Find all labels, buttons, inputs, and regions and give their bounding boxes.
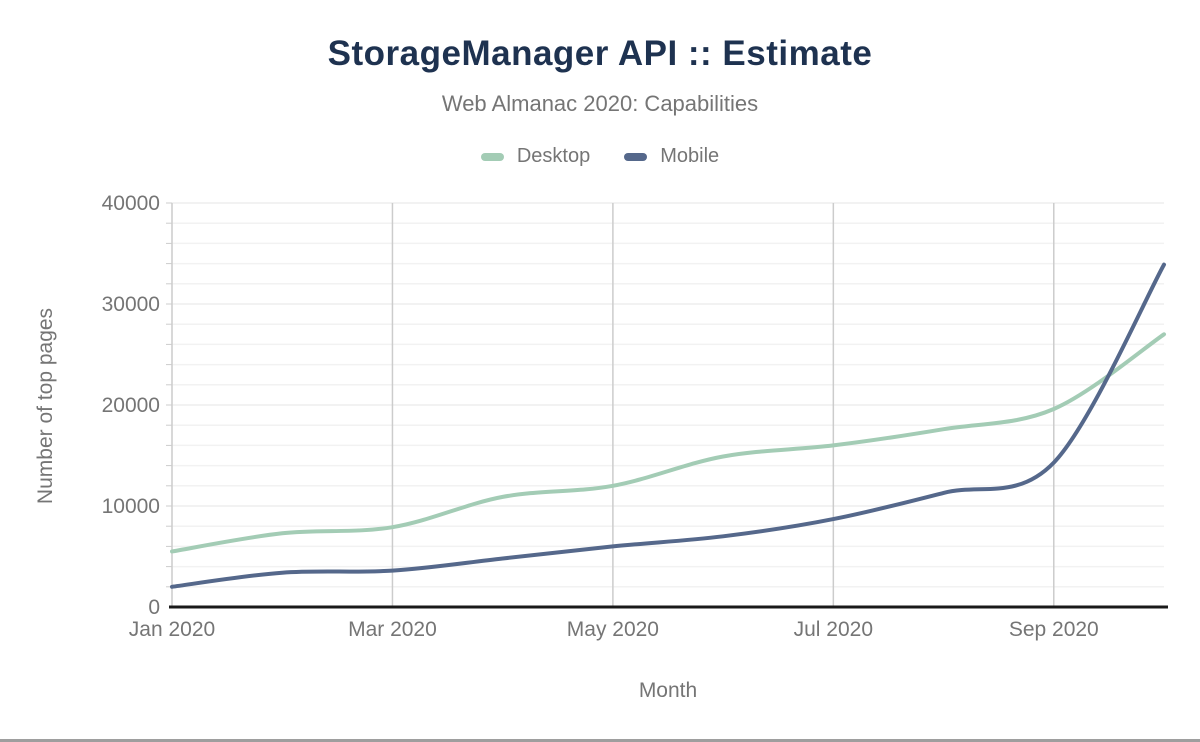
x-tick-label: Jan 2020 — [129, 618, 215, 641]
chart-subtitle: Web Almanac 2020: Capabilities — [441, 91, 759, 116]
chart-title: StorageManager API :: Estimate — [327, 34, 873, 73]
y-tick-labels: 0 10000 20000 30000 40000 — [102, 192, 160, 619]
legend: Desktop Mobile — [0, 145, 1200, 168]
y-axis-title: Number of top pages — [34, 307, 57, 505]
y-tick-label: 40000 — [102, 192, 160, 215]
legend-item-mobile: Mobile — [624, 145, 719, 168]
y-tick-label: 20000 — [102, 394, 160, 417]
mobile-swatch-icon — [624, 152, 648, 161]
legend-item-desktop: Desktop — [480, 145, 591, 168]
gridlines-vertical — [391, 203, 1055, 607]
desktop-swatch-icon — [480, 152, 504, 161]
x-tick-label: Sep 2020 — [1009, 618, 1099, 641]
legend-label-desktop: Desktop — [516, 145, 591, 167]
legend-label-mobile: Mobile — [660, 145, 720, 167]
series-lines — [170, 262, 1166, 589]
window-bottom-edge — [0, 739, 1200, 742]
x-tick-label: Jul 2020 — [794, 618, 873, 641]
x-axis-title: Month — [638, 679, 698, 702]
series-line-desktop — [170, 332, 1166, 554]
x-tick-label: Mar 2020 — [348, 618, 437, 641]
series-line-mobile — [170, 262, 1166, 589]
gridlines-horizontal — [172, 202, 1164, 588]
x-tick-label: May 2020 — [567, 618, 659, 641]
x-tick-labels: Jan 2020 Mar 2020 May 2020 Jul 2020 Sep 2020 — [129, 618, 1099, 641]
y-tick-label: 30000 — [102, 293, 160, 316]
y-axis — [166, 202, 173, 607]
y-tick-label: 10000 — [102, 495, 160, 518]
y-tick-label: 0 — [148, 596, 160, 619]
